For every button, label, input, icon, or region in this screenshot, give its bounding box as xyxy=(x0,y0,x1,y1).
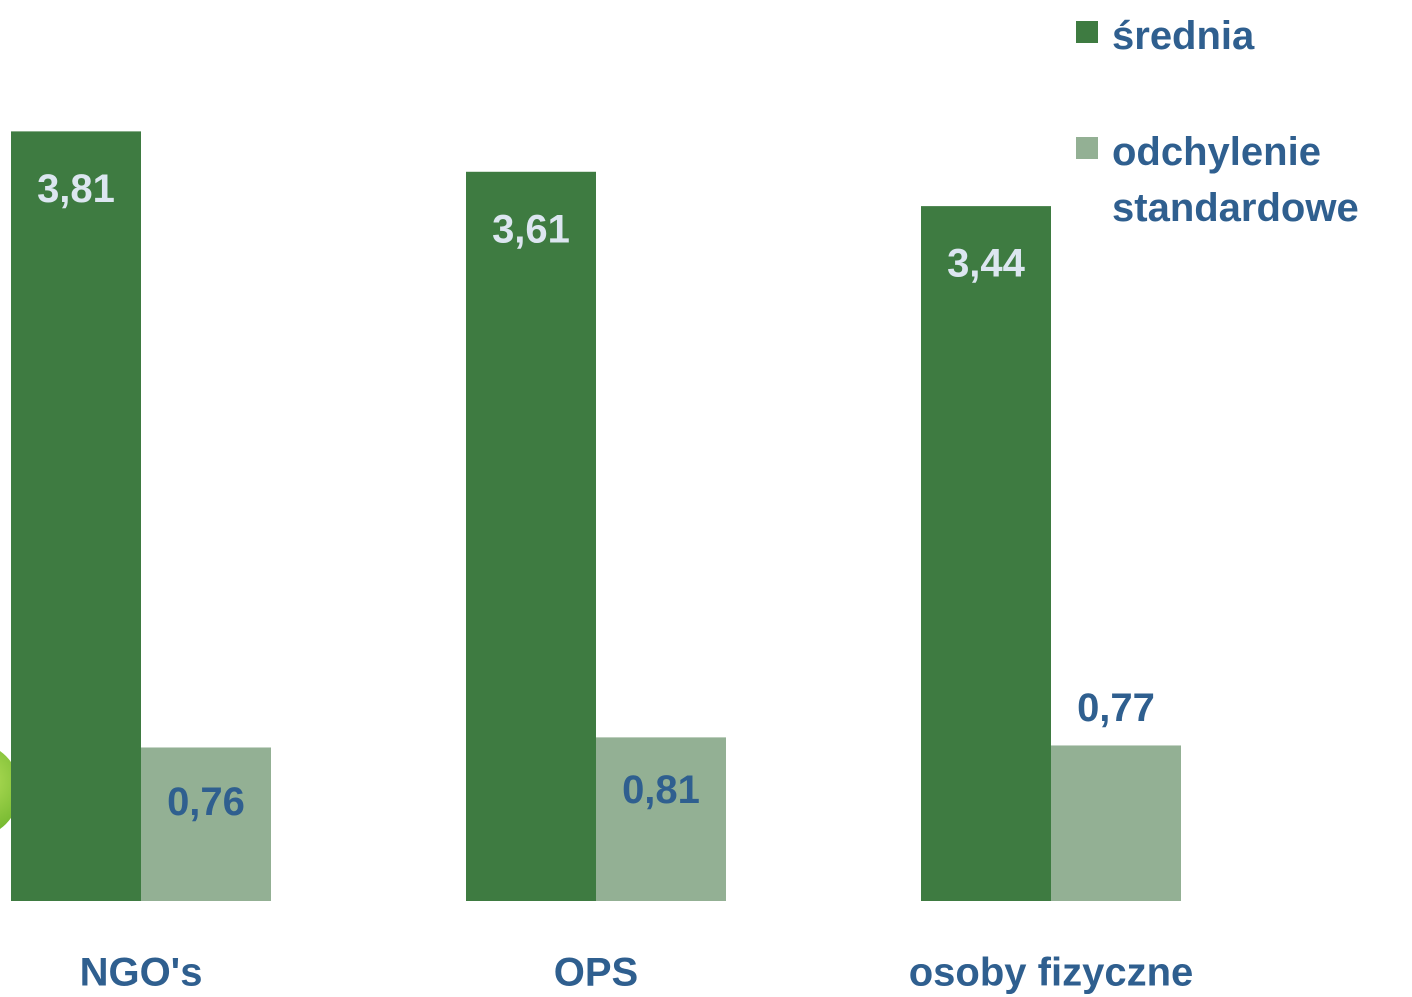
legend-swatch xyxy=(1076,137,1098,159)
data-label: 0,76 xyxy=(167,780,245,824)
x-tick-label: OPS xyxy=(554,951,638,995)
data-label: 3,81 xyxy=(37,167,115,211)
x-tick-label: osoby fizyczne xyxy=(909,951,1194,995)
data-label: 0,81 xyxy=(622,768,700,812)
bar xyxy=(466,171,596,901)
x-tick-label: NGO's xyxy=(80,951,203,995)
bar xyxy=(141,747,271,901)
legend-label: średnia xyxy=(1112,14,1255,58)
legend-label: odchylenie standardowe xyxy=(1112,130,1359,230)
legend-swatch xyxy=(1076,21,1098,43)
data-label: 3,61 xyxy=(492,207,570,251)
bar xyxy=(921,206,1051,901)
bar xyxy=(1051,745,1181,901)
data-label: 0,77 xyxy=(1077,686,1155,730)
bar xyxy=(11,131,141,901)
data-label: 3,44 xyxy=(947,242,1026,286)
bar xyxy=(596,737,726,901)
